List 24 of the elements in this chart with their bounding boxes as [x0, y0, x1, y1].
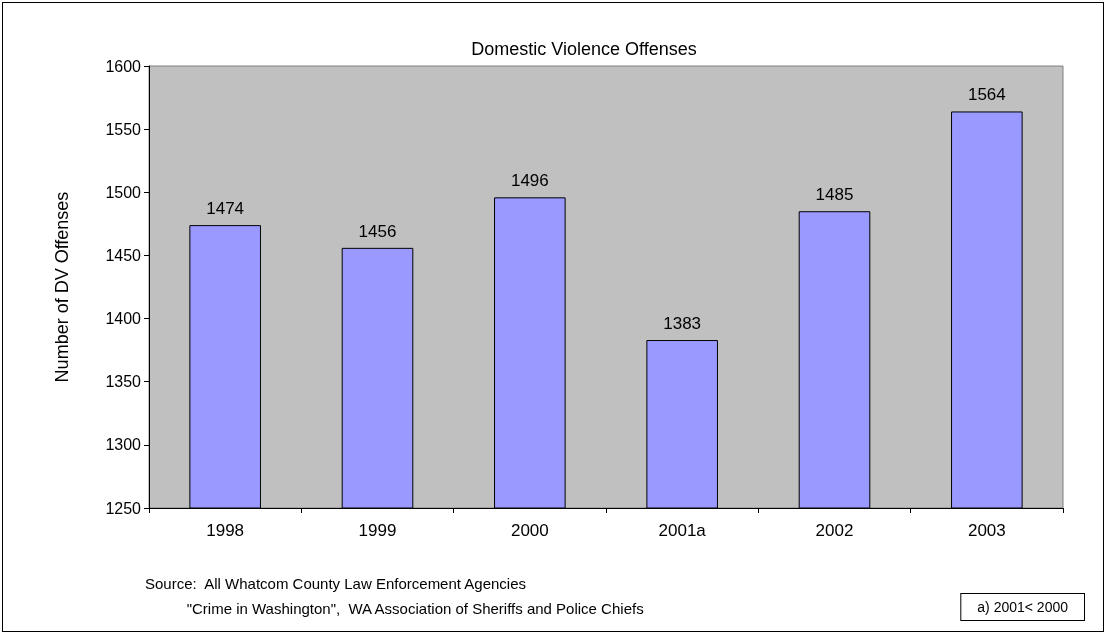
data-label: 1383 [663, 314, 702, 334]
x-tick-label: 2000 [510, 521, 549, 540]
y-tick-label: 1500 [105, 183, 142, 201]
y-tick-label: 1350 [105, 373, 142, 391]
y-tick-label: 1550 [105, 120, 142, 138]
y-tick-label: 1450 [105, 246, 142, 264]
data-label: 1456 [358, 221, 397, 241]
source-note: Source: All Whatcom County Law Enforcement Agencies "Crime in Washington", WA Association of Sheriffs and Police Chiefs [145, 575, 644, 617]
data-label: 1496 [510, 171, 549, 191]
y-axis-title: Number of DV Offenses [52, 191, 72, 383]
x-tick-label: 1999 [358, 521, 397, 540]
data-label: 1564 [967, 85, 1006, 105]
x-tick-label: 1998 [206, 521, 245, 540]
text: a) 2001< 2000 [977, 599, 1069, 615]
y-tick-label: 1400 [105, 310, 142, 328]
y-tick-label: 1600 [105, 57, 142, 75]
y-tick-label: 1300 [105, 436, 142, 454]
y-tick-label: 1250 [105, 499, 142, 517]
chart-title: Domestic Violence Offenses [471, 39, 697, 59]
x-tick-label: 2001a [658, 521, 707, 540]
x-tick-label: 2002 [815, 521, 854, 540]
data-label: 1485 [815, 185, 854, 205]
data-label: 1474 [206, 199, 245, 219]
x-tick-label: 2003 [967, 521, 1006, 540]
